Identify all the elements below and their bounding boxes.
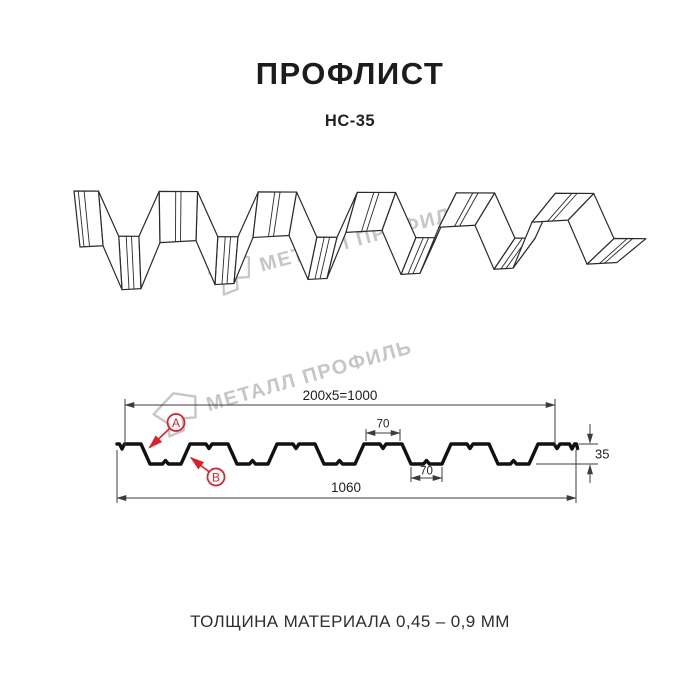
dim-text-rib-top: 70 <box>377 419 390 431</box>
callout-b-leader-arrow <box>189 456 210 473</box>
stiffener-groove-line <box>454 192 474 227</box>
dim-text-rib-bottom: 70 <box>420 466 433 478</box>
rib-top-face <box>531 192 595 223</box>
stiffener-groove-line <box>125 236 130 290</box>
profile-model-label: НС-35 <box>324 112 376 130</box>
rib-top-face <box>252 191 298 239</box>
stiffener-groove-line <box>366 192 380 232</box>
stiffener-groove-line <box>268 191 276 237</box>
callout-a: A <box>148 413 186 449</box>
stiffener-groove-line <box>77 190 85 247</box>
callout-a-label: A <box>172 416 180 430</box>
page-title: ПРОФЛИСТ <box>255 56 445 91</box>
stiffener-groove-line <box>131 236 135 290</box>
stiffener-groove-line <box>552 193 578 222</box>
thickness-note: ТОЛЩИНА МАТЕРИАЛА 0,45 – 0,9 ММ <box>190 612 510 631</box>
dim-text-profile-height: 35 <box>595 447 609 462</box>
stiffener-groove-line <box>314 237 325 280</box>
stiffener-groove-line <box>407 237 424 275</box>
stiffener-groove-line <box>180 191 182 242</box>
stiffener-groove-line <box>599 238 628 264</box>
callout-b-label: B <box>212 471 220 485</box>
callout-a-leader-arrow <box>148 427 171 449</box>
rib-top-face <box>73 190 104 248</box>
stiffener-groove-line <box>500 237 523 270</box>
dim-text-coverage-width: 200x5=1000 <box>303 388 378 403</box>
stiffener-groove-line <box>412 237 430 274</box>
callout-b: B <box>189 456 226 487</box>
rib-top-face <box>345 191 397 233</box>
stiffener-groove-line <box>604 238 633 264</box>
stiffener-groove-line <box>547 193 573 222</box>
stiffener-groove-line <box>459 192 479 227</box>
rib-top-face <box>158 190 199 244</box>
cross-section-profile-path <box>115 442 580 466</box>
callout-b-circle <box>206 467 226 487</box>
stiffener-groove-line <box>361 192 375 232</box>
dim-text-overall-width: 1060 <box>331 480 361 495</box>
profile-3d-sheet <box>73 190 647 291</box>
rib-top-face <box>438 192 496 228</box>
stiffener-groove-line <box>319 237 331 279</box>
stiffener-groove-line <box>83 191 90 247</box>
stiffener-groove-line <box>273 191 281 237</box>
